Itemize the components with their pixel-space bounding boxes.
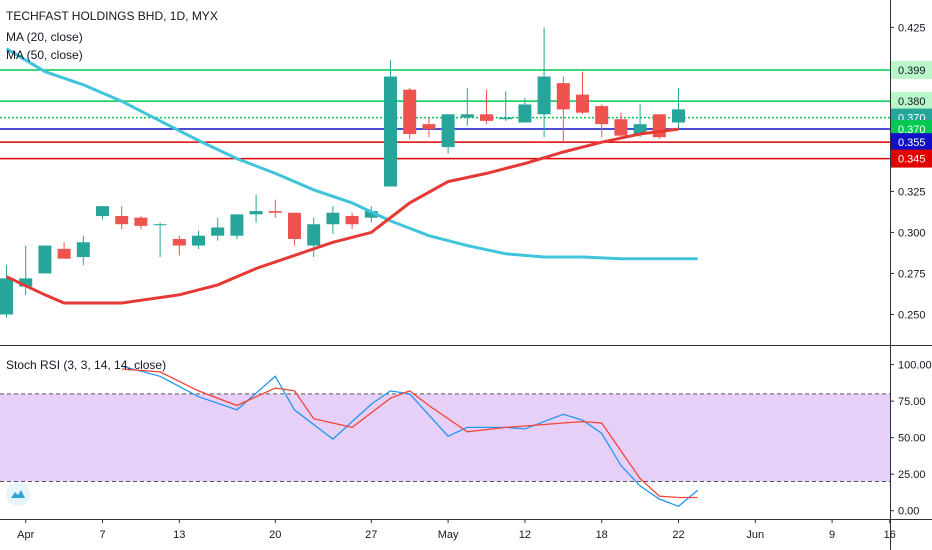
price-badge-label: 0.345: [898, 154, 926, 166]
candle-body: [192, 235, 205, 246]
time-tick-label: 13: [173, 529, 185, 541]
stoch-rsi-legend: Stoch RSI (3, 3, 14, 14, close): [6, 358, 167, 372]
time-tick-label: 22: [672, 529, 684, 541]
candle-body: [652, 114, 666, 138]
candle-body: [211, 227, 225, 236]
time-tick-label: 27: [365, 529, 377, 541]
candle-body: [326, 212, 340, 225]
candle-body: [57, 248, 71, 259]
price-tick-label: 0.275: [898, 268, 926, 280]
candle-body: [422, 124, 436, 130]
time-tick-label: May: [438, 529, 459, 541]
time-tick-label: 16: [884, 529, 896, 541]
candle-body: [537, 76, 551, 115]
candle-body: [249, 211, 263, 215]
candle-body: [76, 242, 90, 258]
time-tick-label: 18: [596, 529, 608, 541]
ma50-legend: MA (50, close): [6, 48, 83, 62]
osc-tick-label: 25.00: [898, 469, 926, 481]
time-tick-label: Jun: [746, 529, 764, 541]
osc-tick-label: 75.00: [898, 396, 926, 408]
price-badge: [891, 60, 932, 79]
candle-body: [614, 119, 628, 136]
candle-body: [172, 238, 186, 246]
candle-body: [230, 214, 244, 236]
candle-body: [268, 211, 282, 213]
candle-body: [19, 278, 33, 287]
osc-tick-label: 100.00: [898, 360, 932, 372]
price-badge-label: 0.399: [898, 65, 926, 77]
candle-body: [96, 206, 109, 217]
symbol-legend: TECHFAST HOLDINGS BHD, 1D, MYX: [6, 9, 218, 23]
candle-body: [153, 224, 167, 226]
ma20-legend: MA (20, close): [6, 30, 83, 44]
stoch-rsi-band: [0, 393, 890, 482]
candle-body: [518, 104, 532, 123]
candle-body: [307, 224, 321, 246]
candle-body: [499, 117, 513, 120]
time-tick-label: 20: [269, 529, 281, 541]
price-tick-label: 0.250: [898, 309, 926, 321]
price-tick-label: 0.325: [898, 186, 926, 198]
candle-body: [672, 109, 685, 123]
ma20-line: [5, 127, 679, 305]
candle-body: [480, 114, 493, 121]
candle-body: [134, 217, 148, 226]
candle-body: [115, 216, 129, 225]
price-badge-label: 0.355: [898, 137, 926, 149]
ma50-line: [5, 47, 698, 261]
osc-tick-label: 50.00: [898, 433, 926, 445]
candle-body: [345, 216, 359, 225]
price-badge: [891, 133, 932, 152]
candle-body: [576, 94, 589, 113]
time-tick-label: 7: [99, 529, 105, 541]
candle-body: [460, 114, 474, 118]
price-badge-label: 0.380: [898, 96, 926, 108]
osc-tick-label: 0.00: [898, 506, 919, 518]
price-tick-label: 0.300: [898, 227, 926, 239]
candle-body: [633, 124, 647, 134]
time-tick-label: Apr: [17, 529, 34, 541]
candle-body: [384, 76, 397, 187]
time-tick-label: 9: [829, 529, 835, 541]
time-tick-label: 12: [519, 529, 531, 541]
price-badge: [891, 92, 932, 111]
price-tick-label: 0.425: [898, 22, 926, 34]
candle-body: [595, 106, 609, 125]
price-badge-label: 0.370: [898, 124, 926, 136]
price-badge: [891, 149, 932, 168]
tradingview-logo-icon[interactable]: [6, 482, 30, 506]
candle-body: [556, 83, 570, 110]
candle-body: [38, 245, 52, 274]
stoch-d-line: [121, 368, 698, 499]
candle-body: [403, 89, 417, 134]
stoch-k-line: [121, 365, 699, 508]
candle-body: [0, 278, 13, 315]
candle-body: [364, 211, 378, 218]
candle-body: [288, 212, 301, 239]
candle-body: [441, 114, 455, 148]
